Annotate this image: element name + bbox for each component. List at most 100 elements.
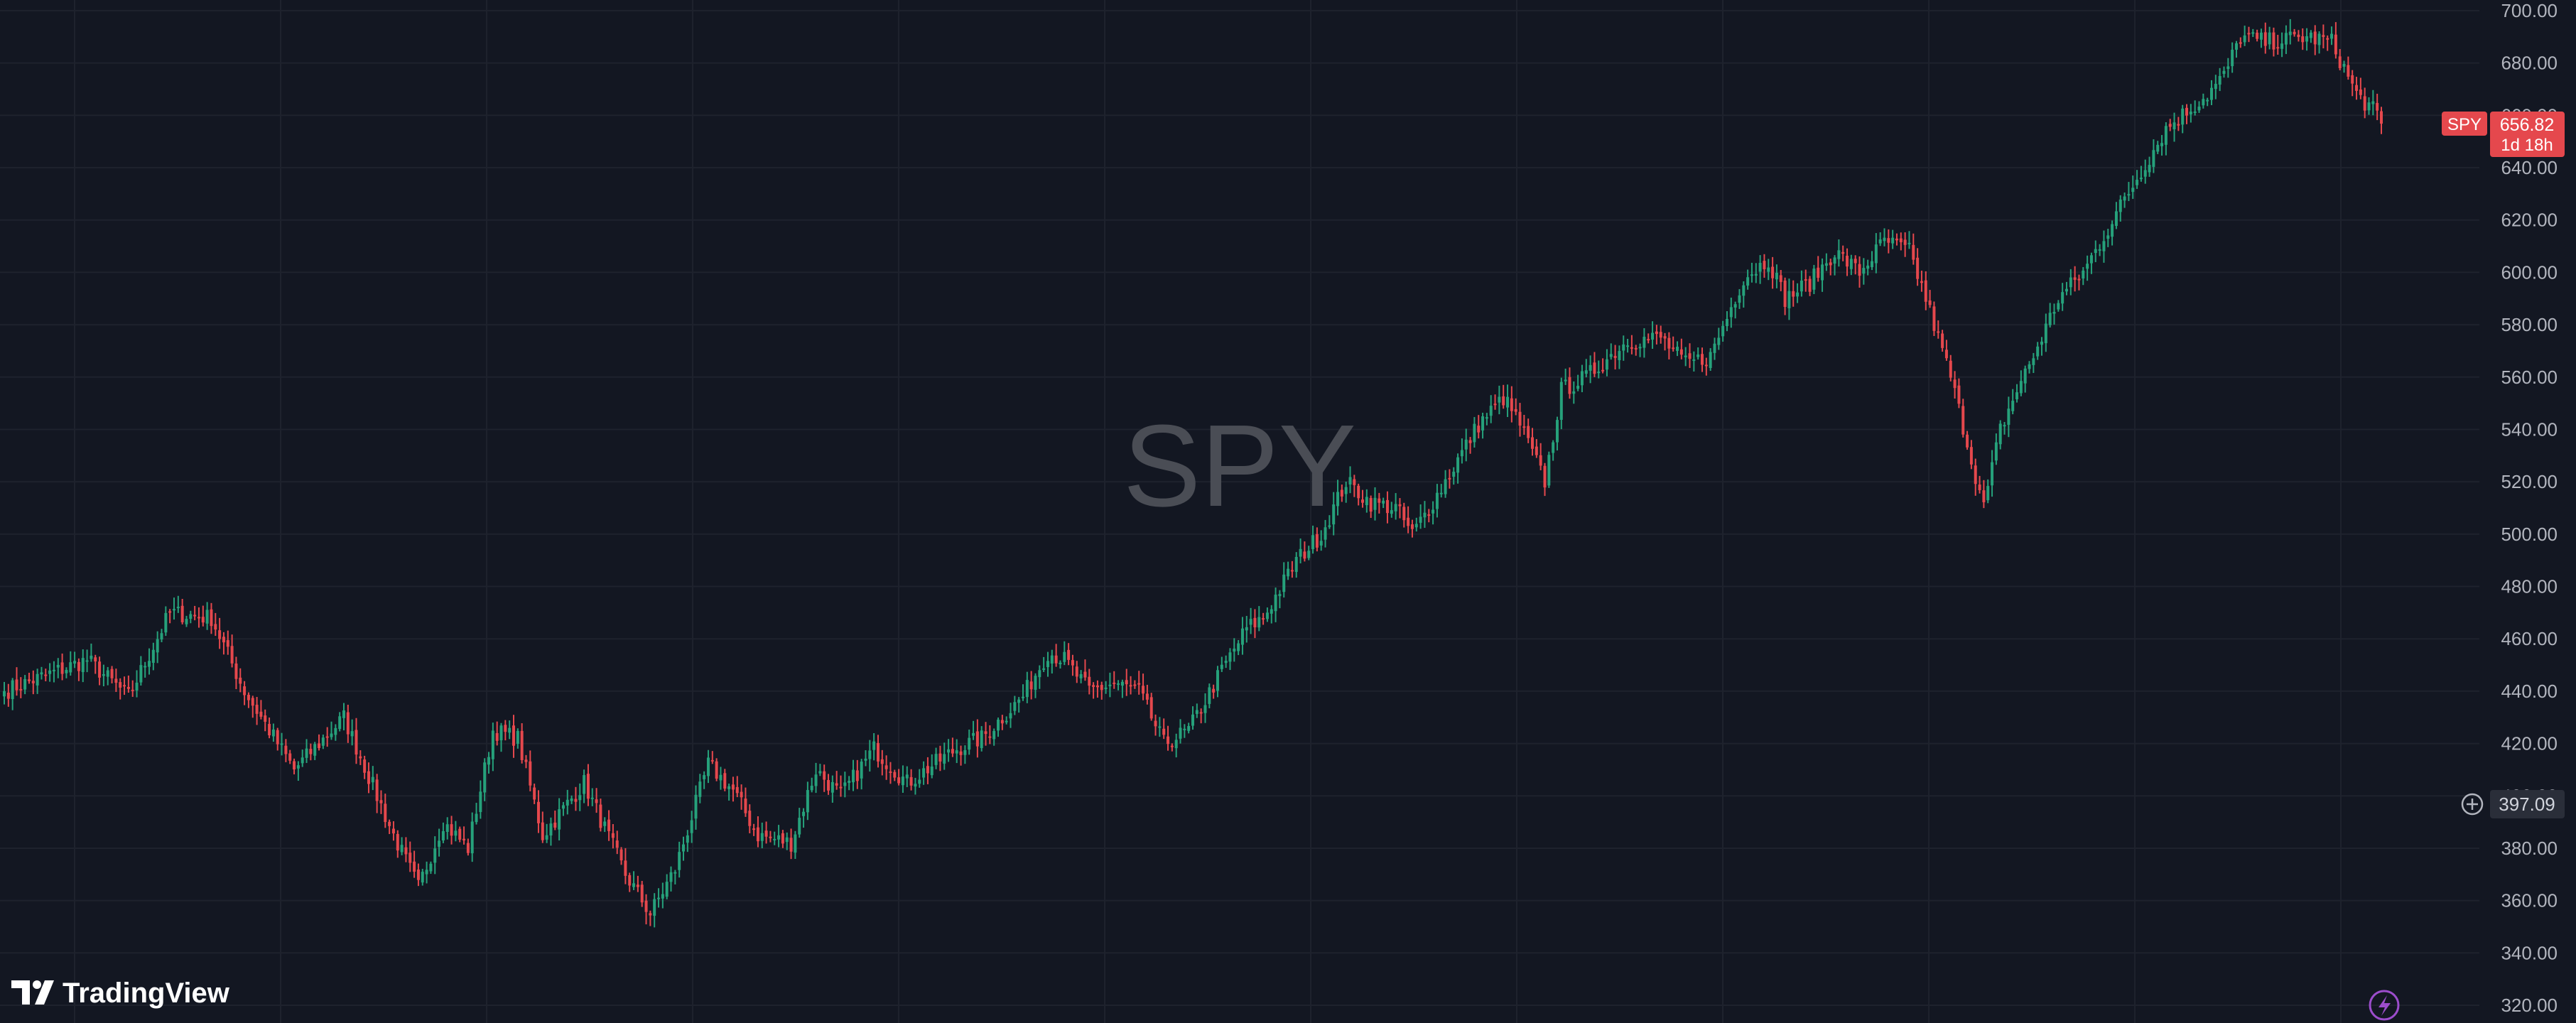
candle-body-up[interactable] — [1414, 524, 1418, 528]
candle-body-up[interactable] — [1005, 720, 1008, 722]
candle-body-up[interactable] — [1017, 699, 1021, 703]
candle-body-up[interactable] — [1986, 486, 1990, 501]
candle-body-down[interactable] — [512, 725, 515, 746]
candle-body-down[interactable] — [2334, 34, 2337, 55]
candle-body-down[interactable] — [375, 779, 379, 801]
candle-body-up[interactable] — [719, 774, 723, 781]
candle-body-down[interactable] — [1531, 437, 1534, 449]
candle-body-down[interactable] — [1357, 485, 1360, 499]
candle-body-up[interactable] — [1237, 643, 1240, 651]
candle-body-down[interactable] — [1170, 745, 1174, 747]
candle-body-down[interactable] — [740, 791, 743, 798]
candle-body-down[interactable] — [2338, 56, 2342, 68]
candle-body-up[interactable] — [1059, 662, 1062, 664]
candle-body-up[interactable] — [2259, 32, 2263, 40]
candle-body-up[interactable] — [2222, 70, 2226, 74]
candle-body-up[interactable] — [1444, 479, 1447, 494]
candle-body-down[interactable] — [243, 686, 247, 695]
candle-body-up[interactable] — [350, 731, 354, 737]
candle-body-down[interactable] — [599, 804, 602, 828]
candle-body-down[interactable] — [586, 774, 590, 799]
candle-body-down[interactable] — [230, 646, 234, 664]
candle-body-up[interactable] — [475, 813, 478, 823]
candle-body-down[interactable] — [897, 777, 901, 784]
candle-body-down[interactable] — [1944, 350, 1948, 359]
candle-body-up[interactable] — [1038, 670, 1041, 678]
candle-body-up[interactable] — [2342, 63, 2346, 67]
candle-body-down[interactable] — [1659, 332, 1662, 338]
candle-body-up[interactable] — [1245, 627, 1248, 631]
candle-body-up[interactable] — [1282, 574, 1286, 592]
candle-body-up[interactable] — [1878, 239, 1882, 244]
candle-body-up[interactable] — [703, 775, 706, 779]
candle-body-up[interactable] — [2214, 83, 2217, 90]
candle-body-down[interactable] — [197, 617, 200, 619]
candle-body-up[interactable] — [2148, 165, 2151, 173]
candle-body-up[interactable] — [1767, 267, 1770, 272]
candle-body-up[interactable] — [499, 725, 503, 741]
candle-body-down[interactable] — [44, 674, 48, 676]
candle-body-up[interactable] — [1042, 668, 1046, 670]
candle-body-up[interactable] — [694, 794, 698, 819]
candle-body-down[interactable] — [391, 828, 395, 834]
candle-body-up[interactable] — [1883, 237, 1886, 242]
candle-body-up[interactable] — [963, 749, 967, 755]
candle-body-up[interactable] — [943, 754, 946, 764]
candle-body-up[interactable] — [1564, 379, 1567, 381]
candle-body-up[interactable] — [2226, 66, 2230, 70]
candle-body-up[interactable] — [2139, 178, 2143, 180]
candle-body-down[interactable] — [1427, 514, 1431, 516]
candle-body-down[interactable] — [644, 900, 648, 912]
candle-body-down[interactable] — [835, 783, 838, 786]
candle-body-down[interactable] — [1154, 720, 1157, 727]
candle-body-up[interactable] — [1183, 728, 1186, 730]
candle-body-up[interactable] — [2098, 249, 2101, 251]
candle-body-down[interactable] — [1067, 649, 1071, 660]
candle-body-up[interactable] — [2371, 101, 2375, 104]
candle-body-down[interactable] — [1539, 455, 1542, 466]
candle-body-down[interactable] — [226, 640, 229, 647]
plus-circle-icon[interactable] — [2461, 793, 2484, 816]
candle-body-up[interactable] — [1257, 617, 1261, 628]
candle-body-up[interactable] — [1692, 359, 1696, 362]
candle-body-up[interactable] — [40, 672, 43, 675]
candle-body-up[interactable] — [1866, 265, 1870, 269]
candle-body-up[interactable] — [972, 732, 975, 736]
candle-body-down[interactable] — [413, 861, 416, 872]
candle-body-up[interactable] — [1456, 457, 1460, 473]
candle-body-up[interactable] — [2160, 143, 2164, 146]
candle-body-down[interactable] — [1846, 255, 1849, 267]
candle-body-down[interactable] — [1448, 477, 1451, 480]
candle-body-up[interactable] — [106, 670, 109, 677]
candle-body-up[interactable] — [1336, 492, 1340, 507]
candle-body-down[interactable] — [247, 695, 250, 700]
candle-body-down[interactable] — [1704, 364, 1708, 367]
candle-body-down[interactable] — [1808, 278, 1812, 292]
candle-body-up[interactable] — [189, 614, 193, 619]
candle-body-up[interactable] — [305, 748, 308, 758]
candle-body-down[interactable] — [363, 759, 367, 773]
candle-body-down[interactable] — [2239, 42, 2242, 44]
candle-body-down[interactable] — [1957, 385, 1961, 404]
candle-body-up[interactable] — [173, 609, 175, 611]
candle-body-down[interactable] — [823, 771, 826, 780]
candle-body-up[interactable] — [2102, 241, 2106, 251]
candle-body-down[interactable] — [789, 838, 793, 852]
candle-body-up[interactable] — [1195, 710, 1198, 714]
candle-body-down[interactable] — [495, 732, 499, 741]
candle-body-down[interactable] — [1779, 275, 1782, 282]
candle-body-down[interactable] — [1916, 257, 1920, 279]
candle-body-up[interactable] — [1597, 372, 1601, 374]
candle-body-up[interactable] — [1009, 713, 1012, 719]
candle-body-down[interactable] — [1477, 426, 1481, 433]
candle-body-down[interactable] — [1518, 411, 1522, 426]
candle-body-up[interactable] — [56, 664, 60, 668]
candle-body-up[interactable] — [176, 607, 180, 609]
candle-body-up[interactable] — [1224, 661, 1228, 664]
candle-body-up[interactable] — [421, 872, 424, 883]
candle-body-up[interactable] — [1228, 652, 1232, 662]
candle-body-up[interactable] — [2202, 99, 2205, 106]
candle-body-down[interactable] — [1145, 693, 1149, 700]
candle-body-up[interactable] — [1750, 274, 1753, 276]
candle-body-up[interactable] — [1651, 332, 1655, 340]
